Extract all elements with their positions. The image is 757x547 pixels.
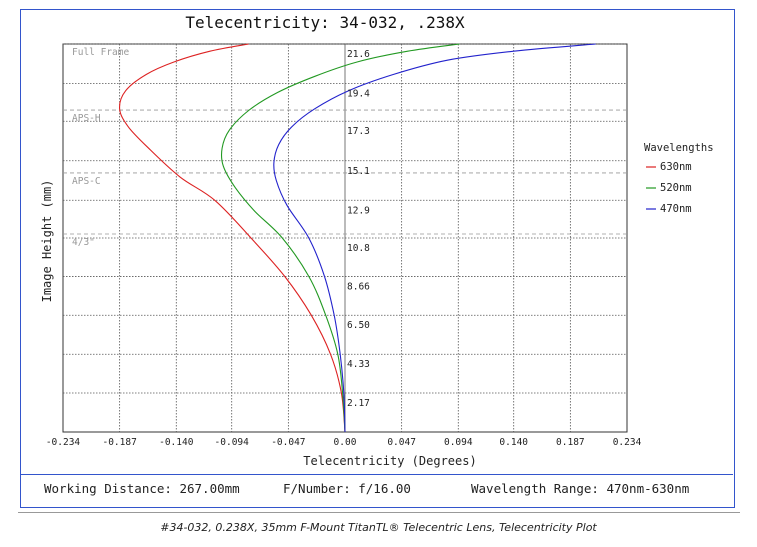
y-tick-label: 15.1 — [347, 166, 370, 177]
y-tick-label: 2.17 — [347, 398, 370, 409]
legend: Wavelengths 630nm 520nm 470nm — [644, 142, 714, 215]
working-distance: Working Distance: 267.00mm — [44, 481, 240, 496]
sensor-label: 4/3" — [72, 237, 95, 248]
sensor-label: Full Frame — [72, 47, 129, 58]
info-bar: Working Distance: 267.00mm F/Number: f/1… — [20, 474, 733, 507]
x-tick-label: 0.047 — [387, 437, 416, 448]
legend-items: 630nm 520nm 470nm — [646, 161, 692, 215]
figure-caption: #34-032, 0.238X, 35mm F-Mount TitanTL® T… — [160, 521, 597, 534]
y-tick-label: 10.8 — [347, 243, 370, 254]
y-tick-label: 8.66 — [347, 281, 370, 292]
legend-title: Wavelengths — [644, 142, 714, 154]
chart-title: Telecentricity: 34-032, .238X — [185, 13, 465, 32]
x-tick-label: 0.094 — [444, 437, 473, 448]
sensor-label: APS-C — [72, 176, 101, 187]
series-line-470nm — [273, 43, 596, 433]
legend-label-630nm: 630nm — [660, 161, 692, 173]
legend-label-520nm: 520nm — [660, 182, 692, 194]
grid-layer — [62, 43, 628, 433]
y-tick-label: 6.50 — [347, 320, 370, 331]
sensor-label: APS-H — [72, 113, 101, 124]
tick-labels: -0.234 -0.187 -0.140 -0.094 -0.047 0.00 0.047 0… — [46, 49, 642, 448]
series-layer — [119, 43, 596, 433]
sensor-lines: Full Frame APS-H APS-C 4/3" — [63, 47, 627, 248]
wavelength-range: Wavelength Range: 470nm-630nm — [471, 481, 690, 496]
x-tick-label: -0.234 — [46, 437, 81, 448]
x-axis-label: Telecentricity (Degrees) — [303, 454, 476, 468]
caption-divider — [18, 512, 740, 513]
x-tick-label: -0.140 — [159, 437, 194, 448]
series-line-520nm — [220, 43, 460, 433]
f-number: F/Number: f/16.00 — [283, 481, 411, 496]
y-tick-label: 4.33 — [347, 359, 370, 370]
x-tick-label: -0.047 — [271, 437, 305, 448]
x-tick-label: -0.187 — [102, 437, 136, 448]
y-axis-label: Image Height (mm) — [40, 180, 54, 303]
x-tick-label: 0.00 — [334, 437, 357, 448]
x-tick-label: 0.234 — [613, 437, 642, 448]
x-tick-label: 0.187 — [556, 437, 585, 448]
chart-frame — [20, 9, 735, 508]
y-tick-label: 21.6 — [347, 49, 370, 60]
x-tick-label: -0.094 — [215, 437, 250, 448]
y-tick-label: 19.4 — [347, 89, 370, 100]
x-tick-label: 0.140 — [499, 437, 528, 448]
series-line-630nm — [119, 43, 346, 433]
legend-label-470nm: 470nm — [660, 203, 692, 215]
y-tick-label: 17.3 — [347, 126, 370, 137]
y-tick-label: 12.9 — [347, 205, 370, 216]
